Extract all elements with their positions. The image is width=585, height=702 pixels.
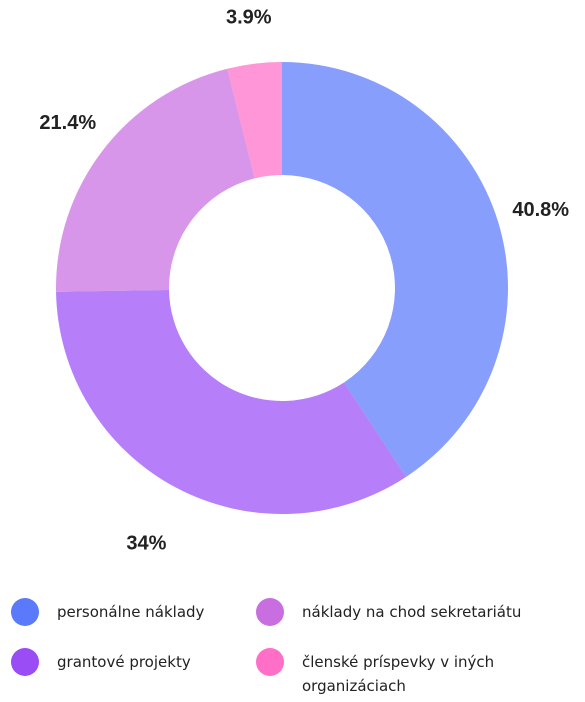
legend-item: grantové projekty — [11, 648, 251, 676]
legend-item: personálne náklady — [11, 598, 251, 626]
legend-label: náklady na chod sekretariátu — [302, 603, 522, 621]
slice — [56, 289, 406, 514]
slice — [227, 62, 282, 179]
legend-swatch — [256, 648, 284, 676]
legend-item: členské príspevky v iných organizáciach — [256, 648, 556, 698]
legend-label: členské príspevky v iných organizáciach — [302, 653, 495, 695]
slice — [56, 68, 255, 292]
legend-item: náklady na chod sekretariátu — [256, 598, 556, 626]
legend-label: personálne náklady — [57, 603, 205, 621]
value-label: 21.4% — [39, 112, 96, 134]
chart: 40.8% 34% 21.4% 3.9% — [39, 6, 569, 555]
value-label: 40.8% — [512, 199, 569, 221]
legend-swatch — [11, 648, 39, 676]
legend-swatch — [256, 598, 284, 626]
slice — [282, 62, 508, 477]
legend-swatch — [11, 598, 39, 626]
value-label: 3.9% — [226, 6, 272, 28]
legend-label: grantové projekty — [57, 653, 191, 671]
value-label: 34% — [126, 533, 166, 555]
